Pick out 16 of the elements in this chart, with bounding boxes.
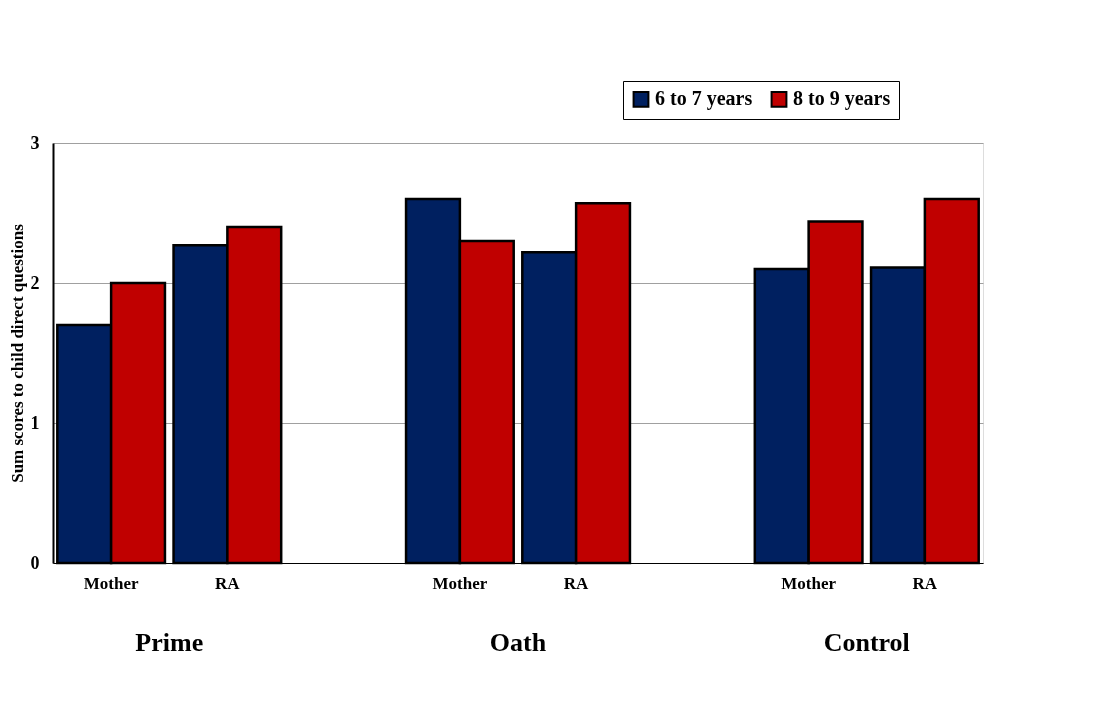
y-tick-label: 1: [30, 412, 40, 433]
y-tick-label: 3: [30, 132, 40, 153]
text: Prime: [135, 628, 204, 657]
x-tick-label: RA: [912, 573, 938, 593]
x-tick-label: Mother: [432, 573, 488, 593]
x-tick-label: RA: [563, 573, 590, 593]
x-tick-label: RA: [215, 573, 241, 593]
y-axis-title: Sum scores to child direct questions: [7, 223, 27, 483]
text: Oath: [489, 628, 547, 657]
y-tick-label: 0: [30, 552, 40, 573]
text: Control: [823, 628, 910, 657]
x-tick-label: Mother: [83, 573, 139, 593]
y-tick-label: 2: [30, 272, 40, 293]
x-tick-label: Mother: [781, 573, 837, 593]
legend-label: 6 to 7 years: [655, 87, 753, 111]
legend-label: 8 to 9 years: [793, 87, 891, 111]
